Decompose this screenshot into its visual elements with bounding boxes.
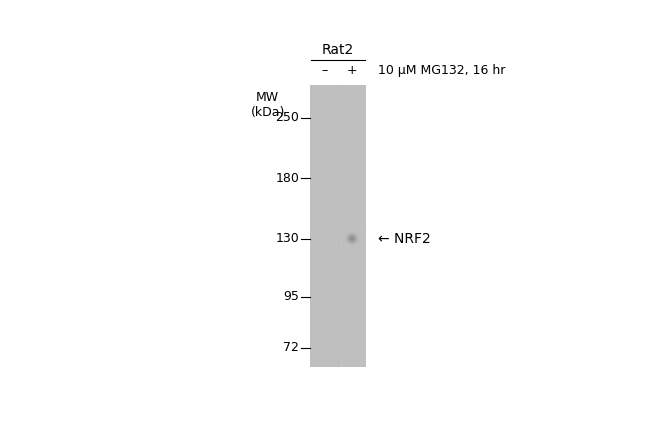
Bar	[311, 85, 366, 368]
Text: ← NRF2: ← NRF2	[378, 232, 431, 246]
Text: 72: 72	[283, 341, 300, 354]
Text: 180: 180	[276, 172, 300, 185]
Text: –: –	[321, 64, 328, 77]
Text: 10 μM MG132, 16 hr: 10 μM MG132, 16 hr	[378, 64, 506, 77]
Text: 250: 250	[276, 111, 300, 124]
Text: 95: 95	[283, 290, 300, 303]
Text: 130: 130	[276, 232, 300, 245]
Text: Rat2: Rat2	[322, 43, 354, 57]
Text: MW
(kDa): MW (kDa)	[250, 91, 285, 119]
Text: +: +	[346, 64, 358, 77]
